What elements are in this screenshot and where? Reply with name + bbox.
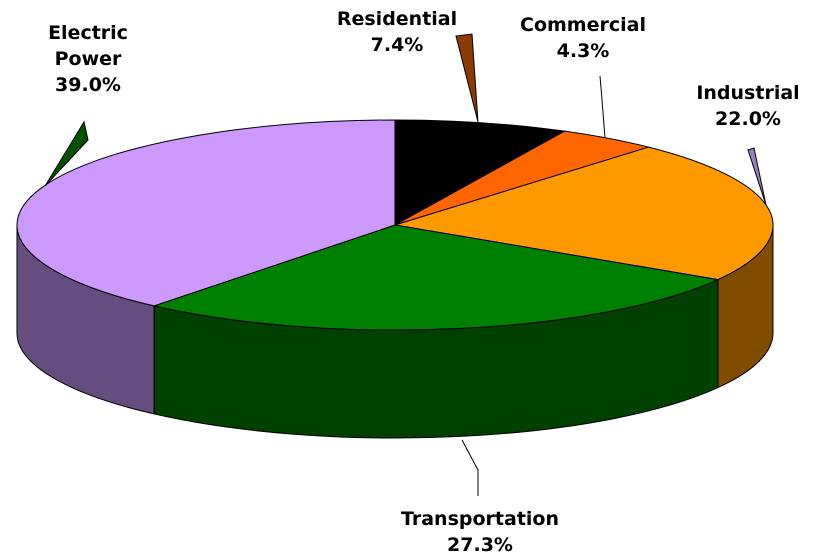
slice-value: 22.0% (715, 108, 781, 130)
slice-name: Commercial (520, 14, 646, 36)
leader (455, 33, 479, 123)
leader (461, 439, 479, 496)
slice-value: 4.3% (556, 40, 610, 62)
slice-value: 39.0% (55, 74, 121, 96)
slice-name: Industrial (696, 82, 800, 104)
sides (16, 224, 774, 439)
slice-value: 27.3% (447, 534, 513, 556)
slice-label: Electric Power 39.0% (38, 20, 138, 98)
slice (394, 146, 774, 281)
slice-name: Transportation (400, 508, 560, 530)
slice (16, 119, 396, 307)
slice-label: Commercial 4.3% (520, 12, 646, 64)
leader (599, 75, 606, 139)
leader (747, 147, 767, 206)
slice-value: 7.4% (370, 34, 424, 56)
slice (152, 224, 720, 331)
slice-name: Residential (336, 8, 458, 30)
slice-label: Industrial 22.0% (696, 80, 799, 132)
slice-label: Residential 7.4% (337, 6, 457, 58)
slice (394, 119, 567, 226)
leader (44, 120, 89, 187)
slice-name: Electric Power (48, 22, 128, 70)
tops (16, 119, 774, 331)
slice-label: Transportation 27.3% (401, 506, 559, 558)
